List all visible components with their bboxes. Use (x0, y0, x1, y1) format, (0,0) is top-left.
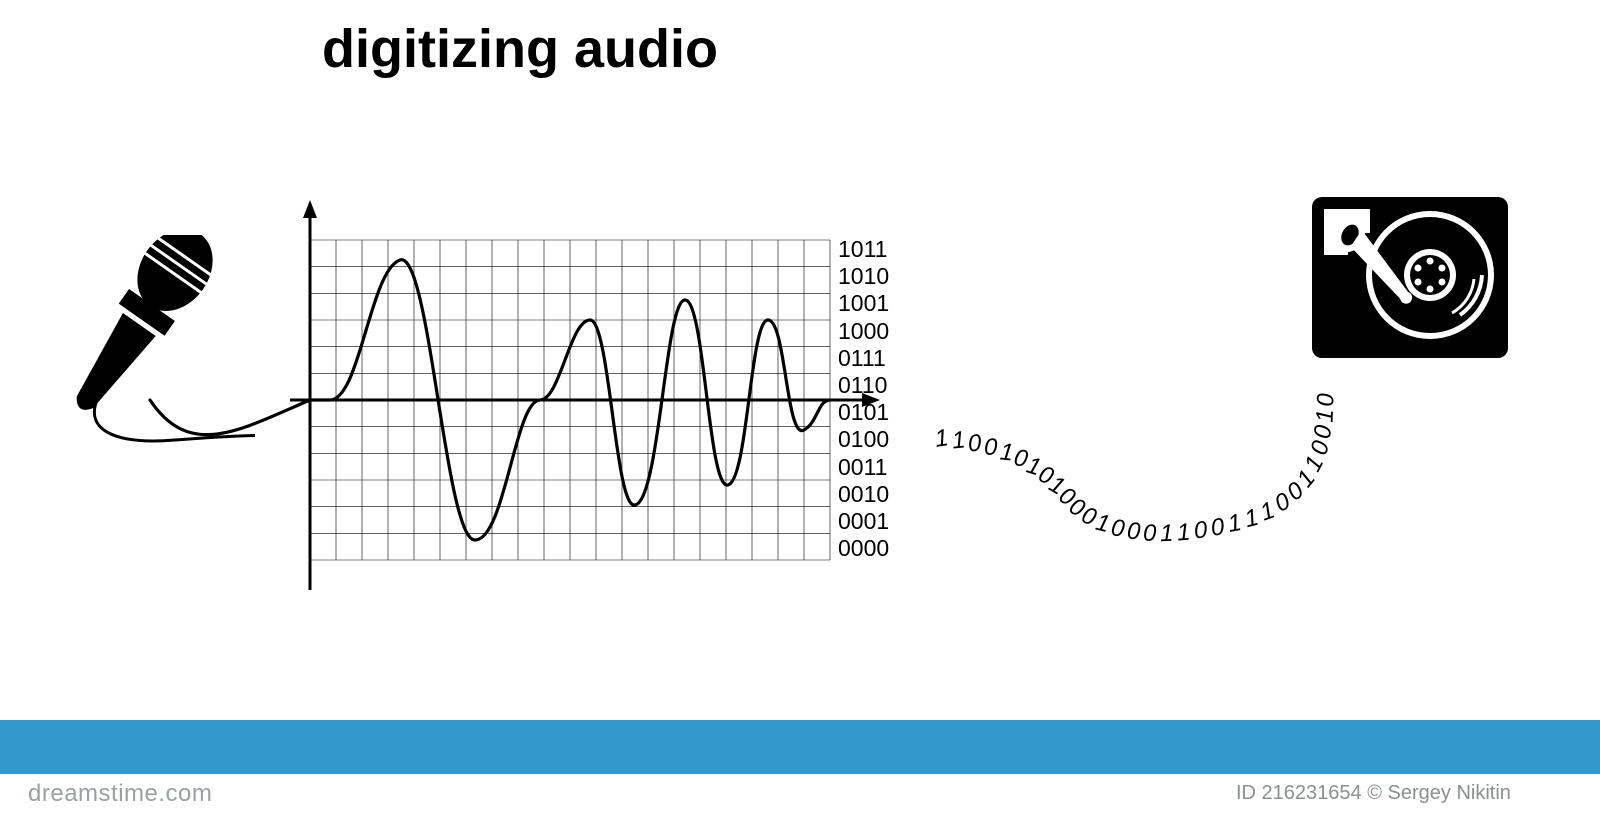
stream-bit: 0 (1143, 520, 1156, 548)
binary-label: 0010 (838, 483, 889, 510)
watermark-url: dreamstime.com (28, 780, 212, 808)
binary-label: 1000 (838, 320, 889, 347)
binary-label: 1001 (838, 292, 889, 319)
stream-bit: 0 (1193, 516, 1209, 545)
harddrive-icon (1310, 195, 1510, 360)
binary-label: 0110 (838, 374, 889, 401)
binary-label: 0100 (838, 428, 889, 455)
diagram-title: digitizing audio (322, 18, 718, 80)
stream-bit: 1 (951, 426, 967, 455)
stream-bit: 0 (1313, 393, 1341, 406)
stream-bit: 1 (1226, 509, 1244, 539)
stream-bit: 1 (1311, 409, 1339, 423)
stream-bit: 1 (933, 424, 950, 454)
stream-bit: 0 (984, 434, 997, 462)
binary-label: 1010 (838, 265, 889, 292)
binary-axis-labels: 1011101010011000011101100101010000110010… (838, 238, 889, 564)
binary-label: 0001 (838, 510, 889, 537)
stream-bit: 0 (1126, 518, 1141, 547)
footer-bar (0, 720, 1600, 774)
binary-label: 0011 (838, 456, 889, 483)
stream-bit: 0 (967, 430, 982, 459)
binary-label: 0000 (838, 537, 889, 564)
stream-bit: 0 (1209, 513, 1226, 543)
binary-label: 0111 (838, 347, 889, 374)
microphone-icon (55, 235, 255, 455)
binary-label: 0101 (838, 401, 889, 428)
watermark-id: ID 216231654 © Sergey Nikitin (1236, 782, 1511, 805)
stream-bit: 0 (1109, 514, 1126, 544)
stream-bit: 1 (1176, 519, 1191, 548)
binary-label: 1011 (838, 238, 889, 265)
waveform-chart (270, 200, 830, 600)
stream-bit: 1 (1160, 520, 1174, 548)
